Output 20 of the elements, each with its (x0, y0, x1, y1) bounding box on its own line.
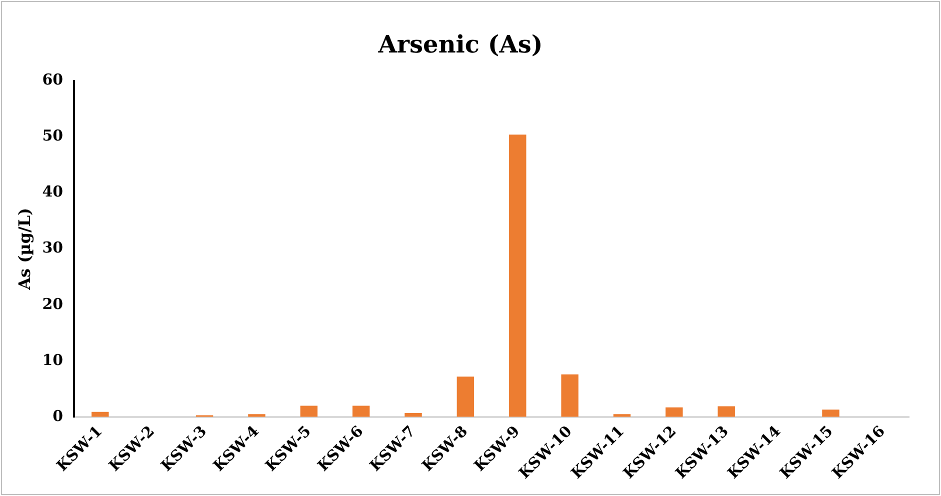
y-tick-label: 20 (42, 294, 64, 313)
bar (404, 412, 422, 417)
bar (666, 407, 683, 417)
bar (718, 406, 735, 417)
bar (822, 410, 840, 417)
bar (92, 412, 109, 417)
y-tick-label: 40 (42, 182, 64, 201)
bar (248, 414, 266, 417)
y-tick-label: 10 (42, 350, 64, 369)
bar (561, 374, 578, 417)
bar (352, 406, 370, 417)
y-tick-label: 60 (42, 70, 64, 89)
y-tick-label: 50 (42, 126, 64, 145)
chart-title: Arsenic (As) (377, 30, 543, 59)
y-tick-label: 30 (42, 238, 64, 257)
bar (300, 406, 318, 417)
bar (509, 134, 526, 417)
y-axis-title: As (µg/L) (14, 208, 34, 291)
y-tick-label: 0 (52, 406, 64, 425)
bar (456, 376, 474, 417)
